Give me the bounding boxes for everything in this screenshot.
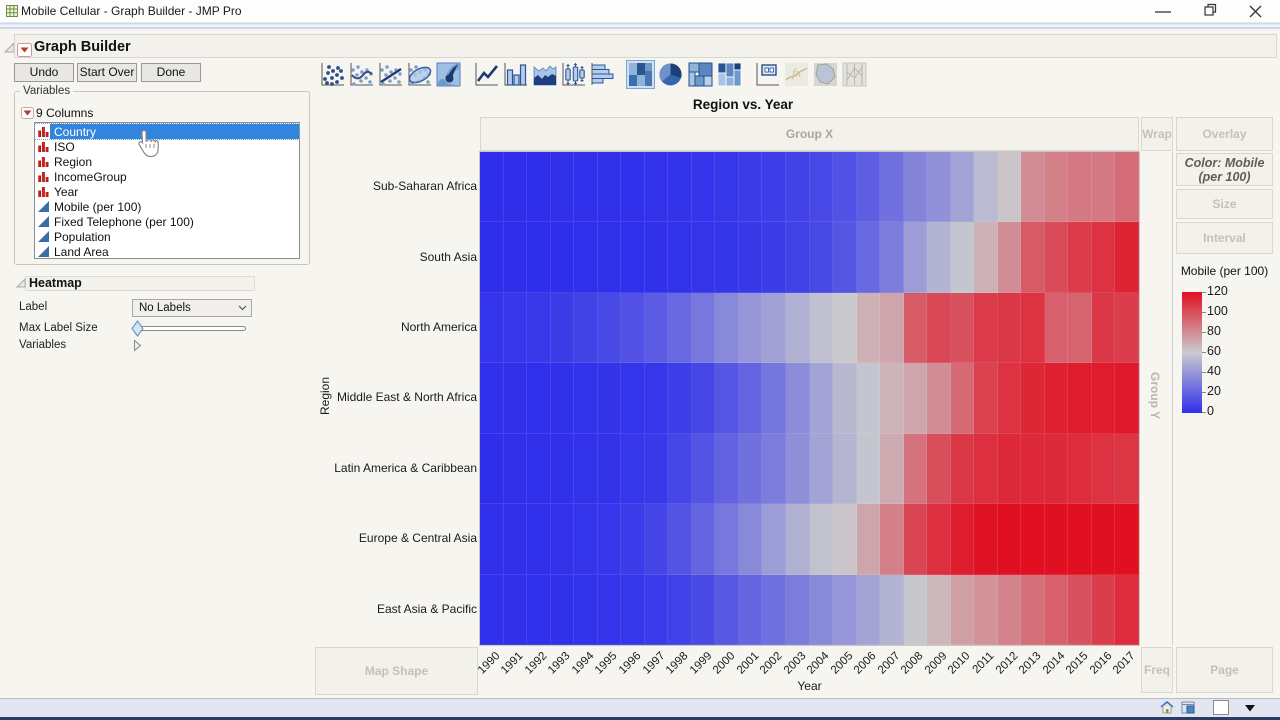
svg-text:fx: fx — [792, 65, 802, 80]
